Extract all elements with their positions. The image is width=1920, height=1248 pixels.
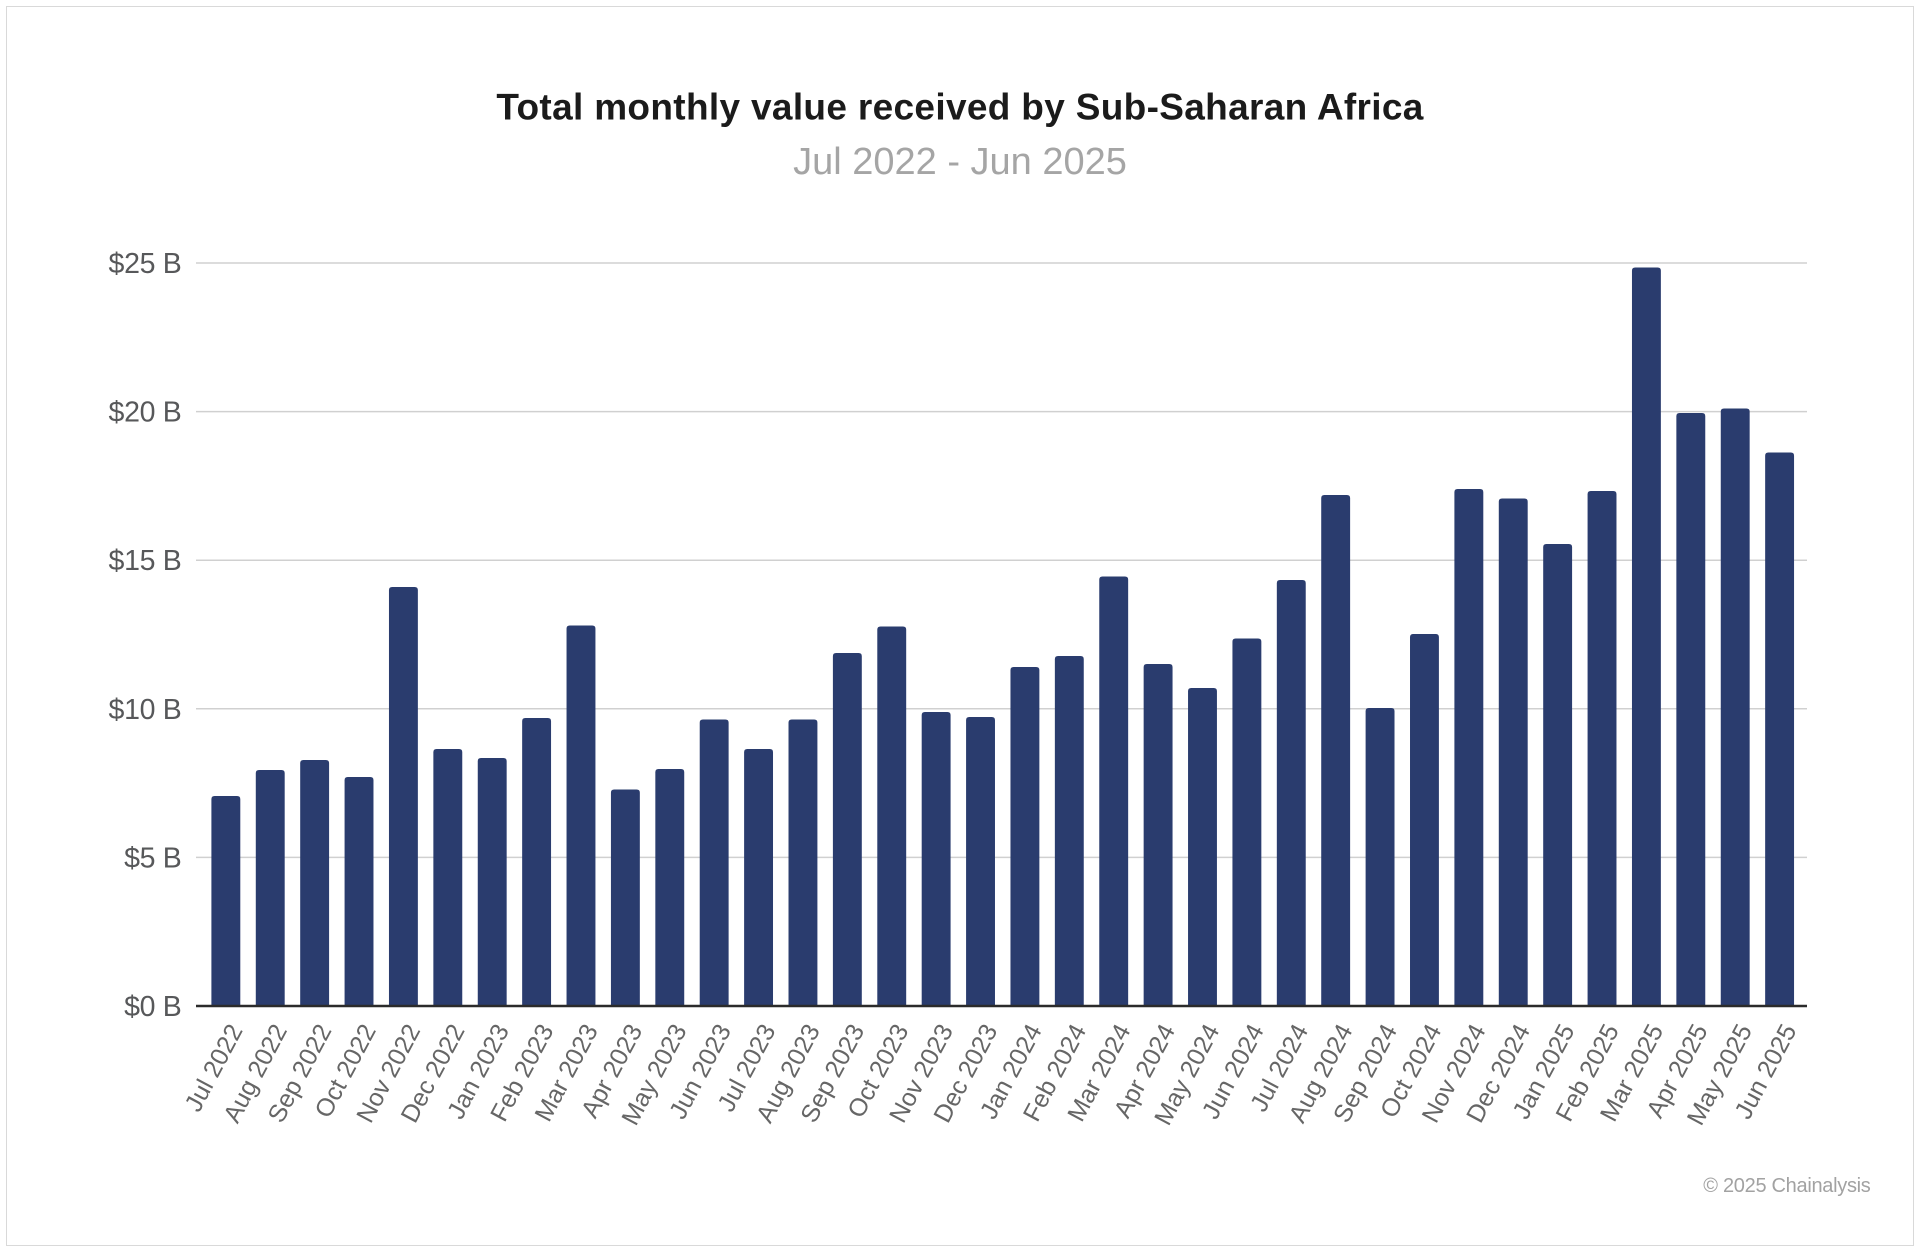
svg-text:$20 B: $20 B xyxy=(109,397,182,429)
svg-text:Jul 2022 - Jun 2025: Jul 2022 - Jun 2025 xyxy=(793,141,1127,183)
svg-text:$10 B: $10 B xyxy=(109,694,182,726)
svg-text:$25 B: $25 B xyxy=(109,248,182,280)
svg-text:$0 B: $0 B xyxy=(124,991,181,1023)
svg-text:$15 B: $15 B xyxy=(109,545,182,577)
svg-text:Total monthly value received b: Total monthly value received by Sub-Saha… xyxy=(496,87,1423,128)
svg-text:© 2025 Chainalysis: © 2025 Chainalysis xyxy=(1703,1175,1871,1197)
svg-text:$5 B: $5 B xyxy=(124,842,181,874)
